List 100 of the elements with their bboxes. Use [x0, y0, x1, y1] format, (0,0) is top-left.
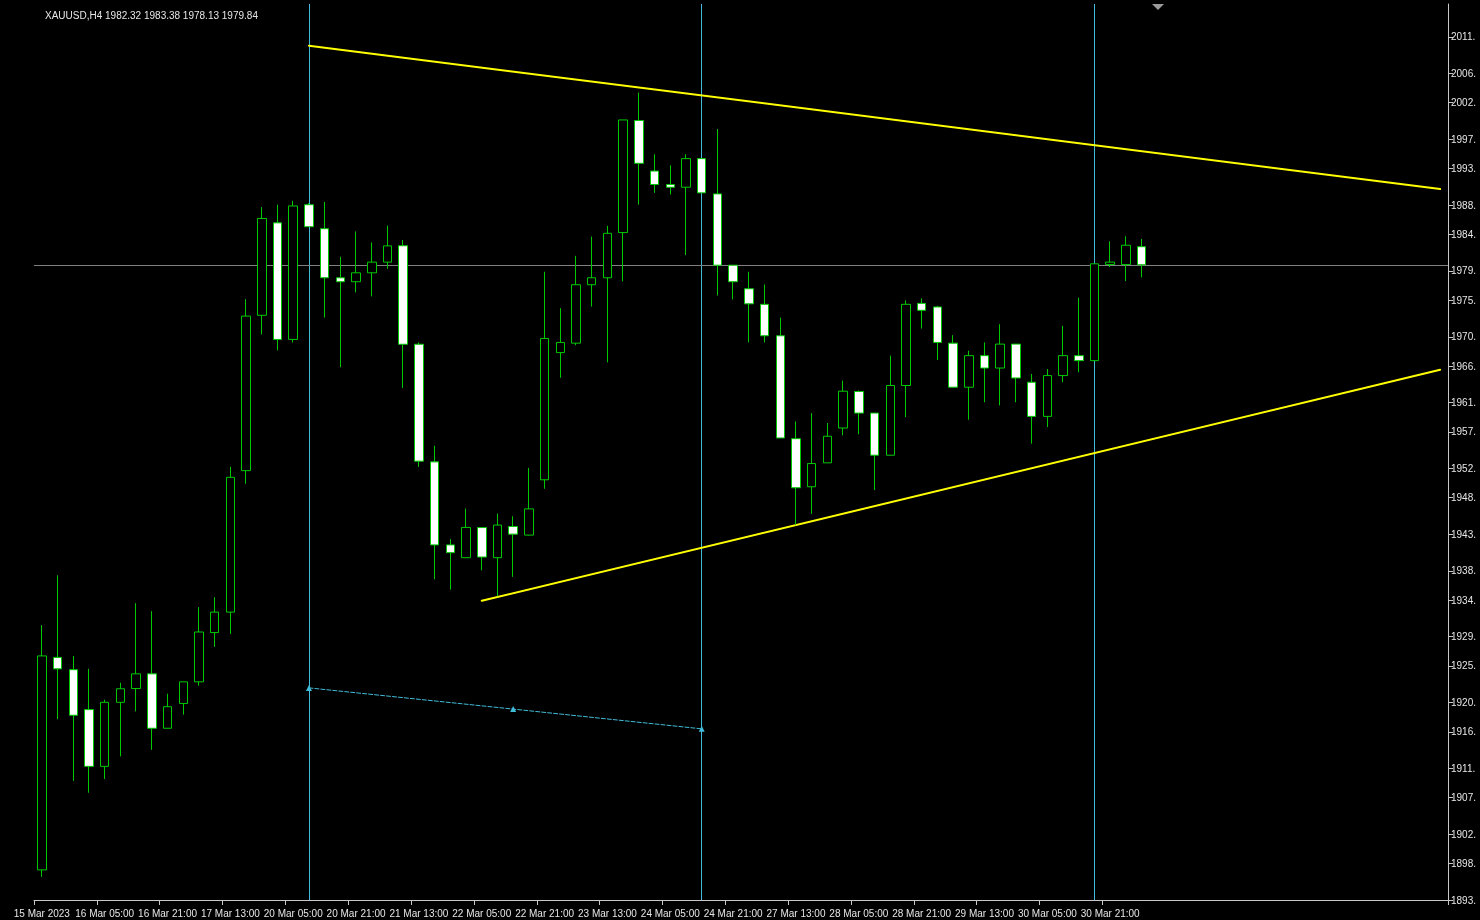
text: XAUUSD,H4 1982.32 1983.38 1978.13 1979.84	[45, 9, 259, 21]
x-tick-label: 16 Mar 05:00	[75, 907, 135, 919]
candlestick	[273, 204, 282, 351]
y-tick-label: 1929.	[1451, 631, 1477, 643]
x-tick-label: 17 Mar 13:00	[200, 907, 261, 919]
y-tick-label: 1961.	[1451, 397, 1477, 409]
x-tick-label: 30 Mar 21:00	[1080, 907, 1141, 919]
y-tick-label: 1966.	[1451, 360, 1477, 372]
candlestick	[179, 681, 188, 716]
y-tick-label: 1975.	[1451, 294, 1477, 306]
candlestick	[163, 693, 172, 729]
candlestick	[964, 350, 974, 421]
y-tick-label: 1925.	[1451, 660, 1477, 672]
candlestick	[288, 200, 298, 343]
candlestick	[870, 412, 879, 491]
candlestick	[713, 128, 722, 296]
candlestick	[336, 256, 345, 368]
candlestick	[116, 682, 125, 757]
x-tick-label: 21 Mar 13:00	[389, 907, 449, 919]
y-tick-label: 1979.	[1451, 265, 1477, 277]
candlestick	[398, 239, 408, 389]
candlestick	[37, 624, 47, 878]
candlestick	[823, 422, 832, 464]
y-tick-label: 1902.	[1451, 828, 1477, 840]
candlestick	[1058, 325, 1068, 383]
x-tick-label: 22 Mar 05:00	[452, 907, 512, 919]
y-tick-label: 1984.	[1451, 228, 1477, 240]
x-tick-label: 16 Mar 21:00	[138, 907, 198, 919]
candlestick	[556, 307, 565, 379]
candlestick	[634, 92, 644, 206]
x-tick-label: 15 Mar 2023	[13, 907, 71, 919]
x-tick-label: 24 Mar 21:00	[703, 907, 764, 919]
candlestick	[886, 355, 895, 456]
candlestick	[367, 241, 377, 297]
candlestick	[854, 389, 864, 435]
candlestick	[650, 153, 659, 194]
x-tick-label: 30 Mar 05:00	[1017, 907, 1078, 919]
candlestick	[226, 466, 235, 635]
candlestick	[461, 508, 471, 559]
candlestick	[304, 202, 314, 228]
y-tick-label: 1952.	[1451, 462, 1477, 474]
candlestick	[100, 699, 109, 780]
candlestick	[980, 341, 989, 403]
y-tick-label: 1957.	[1451, 426, 1477, 438]
y-tick-label: 1993.	[1451, 163, 1477, 175]
x-tick-label: 29 Mar 13:00	[955, 907, 1015, 919]
candlestick	[995, 323, 1005, 406]
y-tick-label: 1943.	[1451, 528, 1477, 540]
candlestick	[1074, 297, 1084, 373]
candlestick	[414, 341, 424, 468]
x-tick-label: 22 Mar 21:00	[515, 907, 575, 919]
candlestick	[917, 297, 926, 330]
candlestick	[383, 225, 392, 270]
candlestick	[1043, 368, 1052, 428]
candlestick	[241, 298, 251, 485]
candlestick	[1027, 373, 1036, 445]
point	[510, 706, 517, 713]
candlestick	[320, 201, 329, 319]
candlestick	[493, 513, 502, 597]
y-tick-label: 1911.	[1451, 762, 1476, 774]
candlestick	[681, 153, 691, 256]
candlestick	[807, 412, 816, 515]
x-tick-label: 23 Mar 13:00	[577, 907, 638, 919]
candlestick	[524, 467, 534, 537]
y-tick-label: 1898.	[1451, 857, 1477, 869]
x-tick-label: 28 Mar 21:00	[892, 907, 952, 919]
y-tick-label: 2006.	[1451, 67, 1477, 79]
candlestick	[1090, 263, 1099, 362]
y-tick-label: 2011.	[1451, 31, 1476, 43]
candlestick	[147, 610, 157, 751]
y-tick-label: 2002.	[1451, 97, 1477, 109]
x-tick-label: 24 Mar 05:00	[640, 907, 701, 919]
candlestick	[728, 264, 738, 300]
candlestick	[1121, 235, 1131, 282]
y-tick-label: 1893.	[1451, 894, 1477, 906]
x-tick-label: 20 Mar 05:00	[263, 907, 324, 919]
candlestick	[603, 225, 612, 363]
candlestick	[131, 602, 141, 712]
candlestick	[194, 606, 204, 687]
candlestick	[776, 317, 785, 439]
candlestick	[477, 527, 487, 571]
candlestick	[901, 299, 911, 418]
candlestick	[744, 271, 754, 343]
candlestick	[446, 538, 455, 591]
y-tick-label: 1970.	[1451, 331, 1477, 343]
candlestick	[760, 283, 769, 343]
candlestick	[53, 574, 62, 720]
candlestick	[430, 445, 439, 580]
y-tick-label: 1920.	[1451, 697, 1477, 709]
candlestick	[838, 380, 848, 436]
candlestick	[791, 420, 801, 526]
candlestick	[1011, 343, 1021, 403]
candlestick	[571, 255, 581, 346]
y-tick-label: 1934.	[1451, 594, 1477, 606]
candlestick	[257, 206, 267, 335]
point	[305, 684, 312, 691]
y-tick-label: 1988.	[1451, 199, 1477, 211]
candlestick	[1137, 238, 1146, 278]
candlestick	[933, 305, 942, 361]
candlestick	[948, 334, 958, 388]
